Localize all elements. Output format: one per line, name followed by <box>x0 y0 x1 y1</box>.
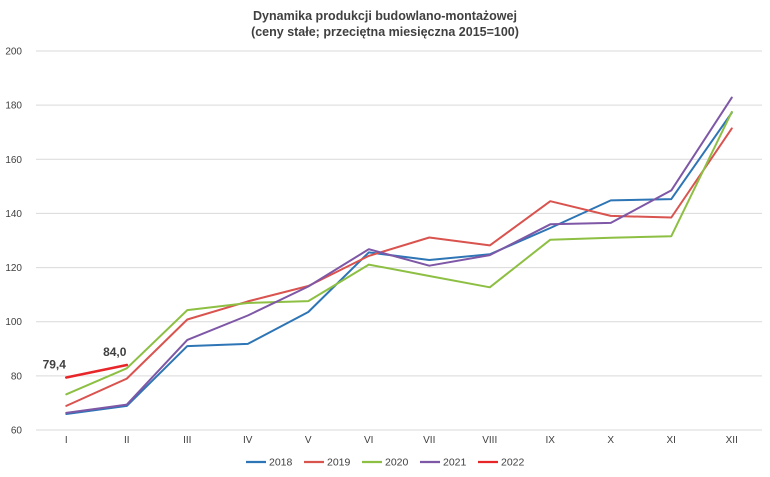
legend-label: 2021 <box>443 457 467 469</box>
legend-label: 2019 <box>327 457 351 469</box>
x-tick-label: VII <box>423 435 435 446</box>
y-tick-label: 60 <box>11 426 23 437</box>
legend-item-2020: 2020 <box>362 457 409 469</box>
x-tick-label: II <box>124 435 130 446</box>
x-tick-label: VIII <box>482 435 497 446</box>
legend-label: 2022 <box>501 457 525 469</box>
x-tick-label: IX <box>546 435 556 446</box>
legend-item-2018: 2018 <box>246 457 293 469</box>
x-tick-label: XII <box>726 435 738 446</box>
series-line-2022 <box>65 363 129 379</box>
legend-item-2021: 2021 <box>420 457 467 469</box>
series-line-2019 <box>65 127 733 407</box>
x-tick-label: V <box>305 435 312 446</box>
series-line-2018 <box>65 111 733 415</box>
legend-item-2022: 2022 <box>478 457 525 469</box>
data-labels: 79,4 84,0 <box>43 345 127 371</box>
y-tick-label: 100 <box>5 317 22 328</box>
series-line-2020 <box>65 110 733 396</box>
x-tick-label: IV <box>243 435 253 446</box>
y-axis-ticks: 60 80 100 120 140 160 180 200 <box>5 47 22 437</box>
legend-item-2019: 2019 <box>304 457 351 469</box>
chart-subtitle: (ceny stałe; przeciętna miesięczna 2015=… <box>251 25 519 39</box>
legend-label: 2020 <box>385 457 409 469</box>
data-label-2022-I: 79,4 <box>43 357 67 371</box>
x-tick-label: VI <box>364 435 373 446</box>
legend: 2018 2019 2020 2021 2022 <box>246 457 525 469</box>
y-tick-label: 120 <box>5 263 22 274</box>
x-tick-label: III <box>183 435 191 446</box>
legend-label: 2018 <box>269 457 293 469</box>
x-tick-label: X <box>607 435 614 446</box>
x-tick-label: I <box>65 435 68 446</box>
x-axis-ticks: I II III IV V VI VII VIII IX X XI XII <box>65 435 738 446</box>
y-tick-label: 80 <box>11 371 23 382</box>
series-line-2021 <box>65 96 733 414</box>
y-tick-label: 200 <box>5 47 22 58</box>
y-tick-label: 160 <box>5 155 22 166</box>
chart-title: Dynamika produkcji budowlano-montażowej <box>253 9 517 23</box>
x-tick-label: XI <box>667 435 676 446</box>
data-label-2022-II: 84,0 <box>103 345 127 359</box>
series-lines <box>65 96 733 415</box>
y-tick-label: 140 <box>5 209 22 220</box>
y-tick-label: 180 <box>5 101 22 112</box>
